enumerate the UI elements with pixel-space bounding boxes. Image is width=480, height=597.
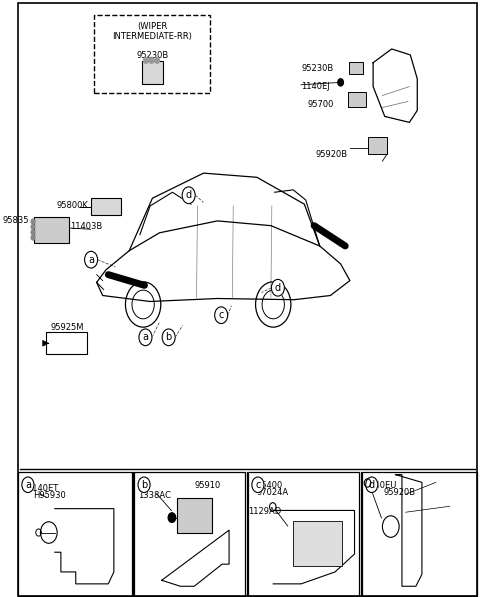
- Text: d: d: [275, 283, 281, 293]
- FancyBboxPatch shape: [95, 15, 211, 93]
- Text: a: a: [143, 333, 148, 342]
- FancyBboxPatch shape: [369, 137, 387, 154]
- Circle shape: [252, 477, 264, 493]
- FancyBboxPatch shape: [361, 472, 477, 596]
- Text: 97024A: 97024A: [257, 488, 289, 497]
- Circle shape: [168, 513, 176, 522]
- Circle shape: [215, 307, 228, 324]
- Text: c: c: [218, 310, 224, 320]
- Text: 95700: 95700: [307, 100, 334, 109]
- Text: 1129AD: 1129AD: [248, 507, 281, 516]
- Text: 1140EU: 1140EU: [364, 481, 396, 490]
- Text: 95230B: 95230B: [301, 64, 333, 73]
- Text: d: d: [369, 480, 375, 490]
- Text: H95930: H95930: [33, 491, 66, 500]
- Circle shape: [144, 57, 148, 63]
- Text: 95400: 95400: [257, 481, 283, 490]
- Text: 11403B: 11403B: [70, 221, 102, 231]
- Circle shape: [338, 79, 343, 86]
- Circle shape: [366, 477, 378, 493]
- Text: b: b: [166, 333, 172, 342]
- FancyBboxPatch shape: [18, 472, 132, 596]
- Text: 95800K: 95800K: [57, 201, 89, 210]
- Circle shape: [149, 57, 154, 63]
- Text: c: c: [255, 480, 261, 490]
- Circle shape: [138, 477, 150, 493]
- Text: 95910: 95910: [194, 481, 220, 490]
- Text: b: b: [141, 480, 147, 490]
- Text: 95920B: 95920B: [384, 488, 416, 497]
- Text: 95835: 95835: [3, 216, 29, 226]
- Circle shape: [31, 224, 35, 229]
- FancyBboxPatch shape: [134, 472, 245, 596]
- FancyBboxPatch shape: [142, 61, 163, 84]
- Circle shape: [271, 279, 284, 296]
- Circle shape: [162, 329, 175, 346]
- Text: 95920B: 95920B: [315, 150, 347, 159]
- FancyBboxPatch shape: [293, 521, 342, 566]
- Circle shape: [182, 187, 195, 204]
- Text: 1338AC: 1338AC: [138, 491, 171, 500]
- Text: 1140EJ: 1140EJ: [301, 82, 330, 91]
- Circle shape: [139, 329, 152, 346]
- Circle shape: [155, 57, 159, 63]
- Text: (WIPER
INTERMEDIATE-RR): (WIPER INTERMEDIATE-RR): [112, 22, 192, 41]
- FancyBboxPatch shape: [348, 92, 366, 107]
- FancyBboxPatch shape: [349, 62, 363, 74]
- Text: d: d: [186, 190, 192, 200]
- Text: 95925M: 95925M: [50, 322, 84, 331]
- Text: 1140ET: 1140ET: [27, 484, 58, 493]
- FancyBboxPatch shape: [177, 498, 212, 533]
- Text: a: a: [88, 255, 94, 264]
- Circle shape: [31, 219, 35, 224]
- FancyBboxPatch shape: [46, 332, 87, 354]
- Circle shape: [22, 477, 34, 493]
- Circle shape: [31, 235, 35, 240]
- Circle shape: [84, 251, 97, 268]
- Circle shape: [31, 230, 35, 235]
- Text: 95230B: 95230B: [136, 51, 168, 60]
- FancyBboxPatch shape: [248, 472, 359, 596]
- FancyBboxPatch shape: [91, 198, 121, 215]
- FancyBboxPatch shape: [34, 217, 69, 243]
- Text: a: a: [25, 480, 31, 490]
